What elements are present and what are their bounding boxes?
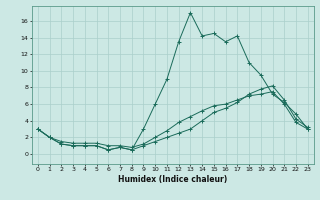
X-axis label: Humidex (Indice chaleur): Humidex (Indice chaleur) [118, 175, 228, 184]
